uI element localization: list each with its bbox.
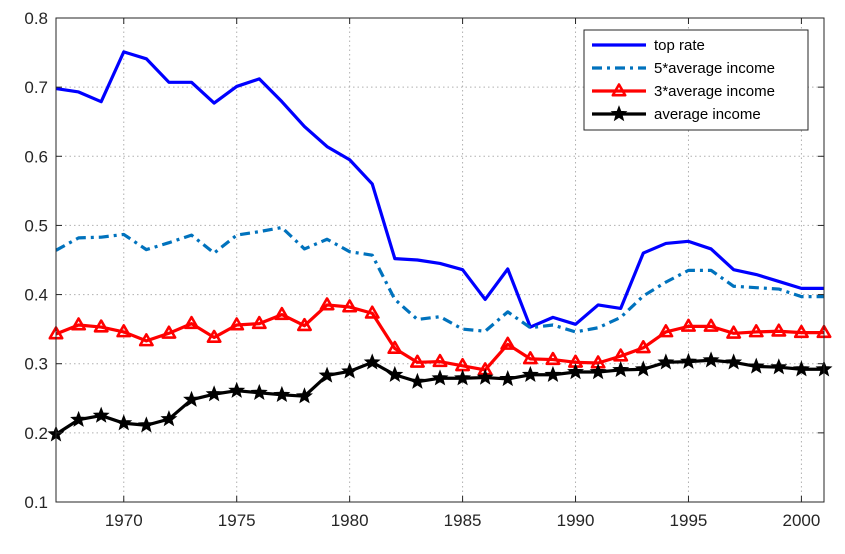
y-tick-label: 0.2	[24, 424, 48, 443]
point-average-income	[747, 357, 765, 374]
point-average-income	[567, 363, 584, 380]
point-average-income	[92, 406, 110, 423]
point-3-average-income	[251, 315, 267, 330]
series-line-3-average-income	[55, 303, 824, 372]
point-3-average-income	[748, 324, 764, 338]
point-average-income	[680, 352, 697, 369]
series-line-top-rate	[55, 50, 824, 329]
point-3-average-income	[138, 333, 154, 347]
point-average-income	[589, 363, 607, 380]
y-tick-label: 0.3	[24, 355, 48, 374]
point-3-average-income	[545, 351, 561, 366]
point-3-average-income	[680, 318, 696, 332]
point-average-income	[228, 381, 246, 398]
point-average-income	[657, 353, 675, 370]
legend-label-5-average-income: 5*average income	[654, 60, 775, 77]
point-3-average-income	[229, 317, 245, 331]
point-average-income	[115, 414, 133, 431]
x-tick-label: 1990	[557, 511, 595, 530]
point-3-average-income	[409, 354, 425, 368]
point-average-income	[160, 410, 178, 427]
point-3-average-income	[93, 319, 109, 333]
point-3-average-income	[116, 324, 132, 338]
point-3-average-income	[500, 336, 516, 350]
x-tick-label: 1995	[670, 511, 708, 530]
point-3-average-income	[793, 324, 809, 339]
point-3-average-income	[387, 340, 403, 355]
point-average-income	[702, 351, 720, 368]
point-average-income	[386, 365, 404, 382]
y-tick-label: 0.8	[24, 9, 48, 28]
point-average-income	[363, 353, 381, 370]
point-average-income	[296, 387, 313, 404]
x-tick-label: 1975	[218, 511, 256, 530]
point-3-average-income	[726, 325, 742, 339]
point-3-average-income	[206, 329, 222, 343]
point-average-income	[250, 383, 268, 400]
point-average-income	[770, 358, 788, 375]
legend: top rate 5*average income 3*average income…	[583, 29, 809, 131]
legend-label-3-average-income: 3*average income	[654, 83, 775, 100]
point-average-income	[499, 370, 517, 387]
axes: 1970 1975 1980 1985 1990 1995 2000 0.1 0.2 0.3 0.4…	[24, 9, 824, 530]
point-average-income	[273, 385, 291, 403]
point-3-average-income	[613, 348, 629, 362]
point-3-average-income	[432, 353, 448, 368]
point-3-average-income	[342, 299, 358, 313]
series-layer	[47, 50, 833, 442]
point-average-income	[431, 369, 449, 386]
point-3-average-income	[635, 340, 651, 354]
point-3-average-income	[71, 317, 87, 331]
point-average-income	[792, 360, 810, 377]
point-average-income	[205, 385, 223, 402]
point-average-income	[634, 360, 652, 377]
point-average-income	[70, 410, 88, 427]
point-average-income	[137, 416, 155, 433]
point-3-average-income	[771, 323, 787, 337]
point-average-income	[183, 390, 200, 407]
point-3-average-income	[522, 351, 538, 365]
y-tick-label: 0.1	[24, 493, 48, 512]
legend-marker-3-average-income	[611, 83, 627, 97]
legend-label-average-income: average income	[654, 106, 761, 123]
point-average-income	[408, 372, 426, 389]
point-3-average-income	[296, 317, 312, 332]
y-tick-label: 0.5	[24, 216, 48, 235]
point-3-average-income	[364, 305, 380, 319]
point-3-average-income	[658, 324, 674, 338]
x-tick-label: 1985	[444, 511, 482, 530]
x-tick-label: 1970	[105, 511, 143, 530]
point-average-income	[521, 365, 539, 382]
point-average-income	[725, 353, 743, 370]
point-3-average-income	[703, 318, 719, 332]
point-average-income	[612, 361, 630, 378]
point-average-income	[318, 366, 336, 383]
plot-frame	[55, 17, 825, 503]
point-3-average-income	[184, 315, 200, 330]
point-3-average-income	[161, 325, 177, 339]
point-average-income	[476, 368, 494, 385]
point-average-income	[341, 362, 359, 379]
y-tick-label: 0.4	[24, 286, 48, 305]
point-3-average-income	[274, 306, 290, 321]
y-tick-label: 0.6	[24, 147, 48, 166]
y-tick-label: 0.7	[24, 78, 48, 97]
legend-label-top-rate: top rate	[654, 37, 705, 54]
point-average-income	[454, 369, 472, 386]
point-3-average-income	[319, 297, 335, 311]
point-average-income	[544, 365, 562, 382]
x-tick-label: 2000	[782, 511, 820, 530]
legend-marker-average-income	[610, 105, 628, 122]
x-tick-label: 1980	[331, 511, 369, 530]
